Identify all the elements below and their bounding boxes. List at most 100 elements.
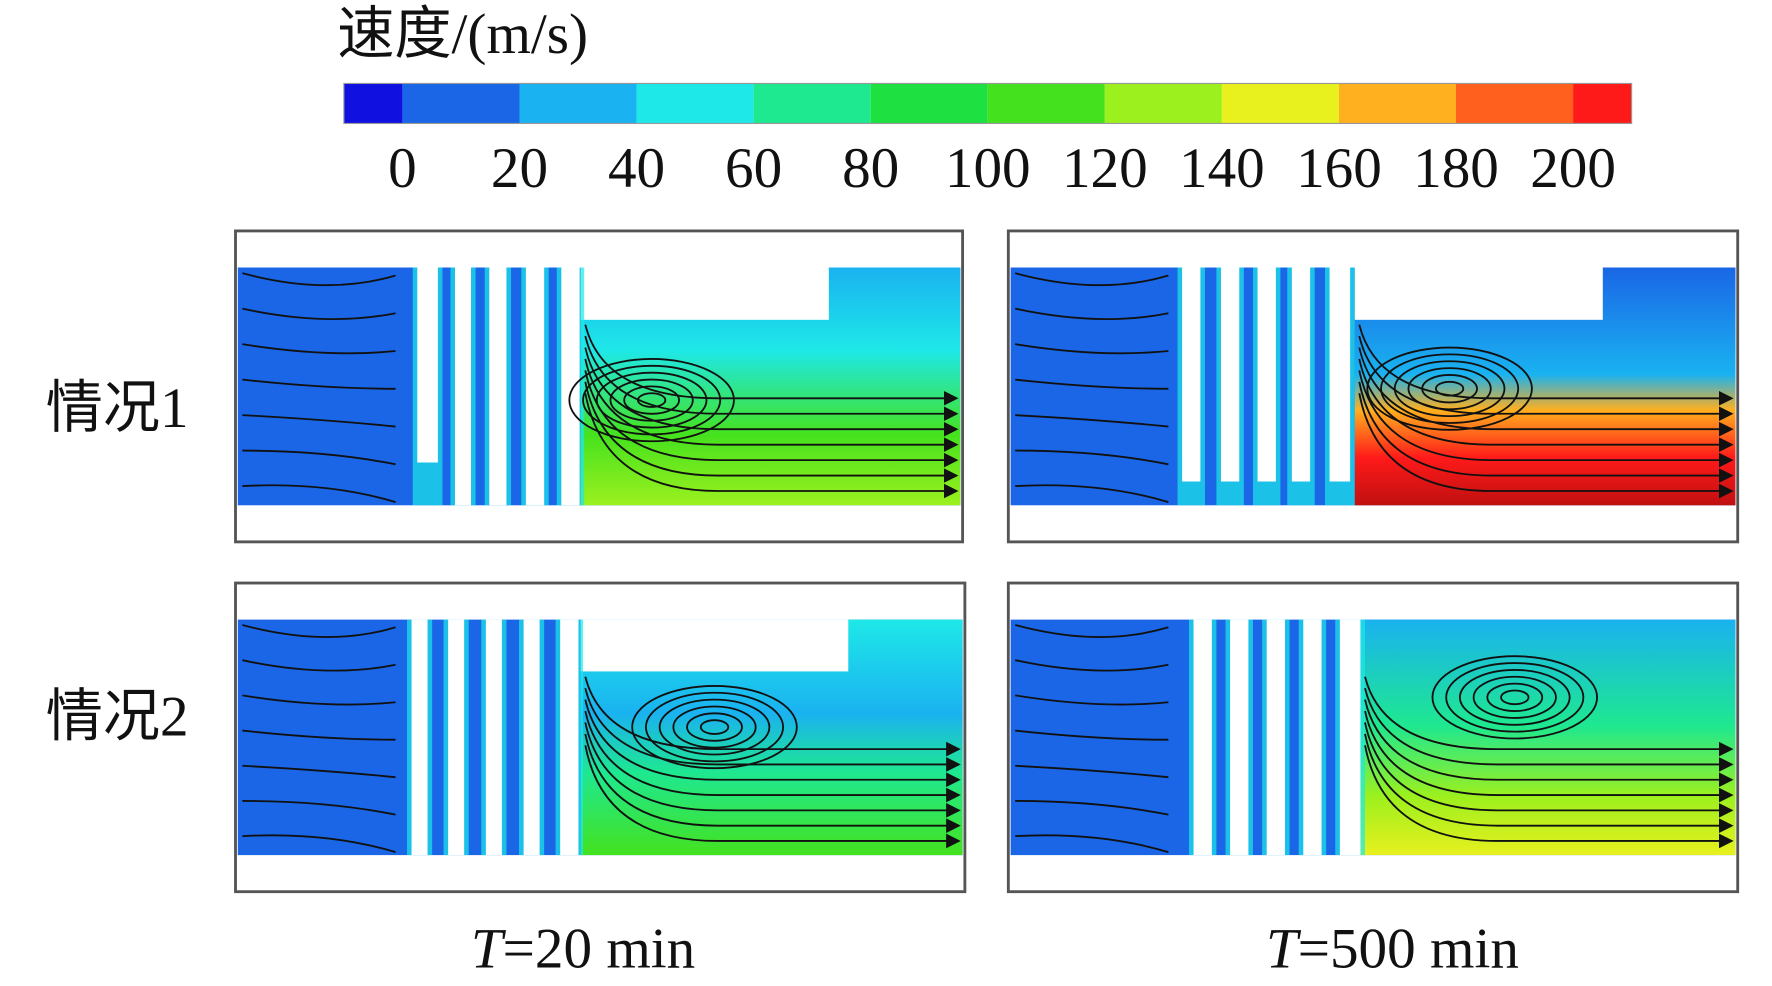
colorbar-tick-label: 160 [1296,137,1382,200]
streamline [242,800,396,816]
contour-panels [234,229,1740,894]
streamline [1358,381,1734,483]
colorbar-tick-label: 200 [1530,137,1616,200]
colorbar-segment [753,83,871,124]
colorbar: 0 20 40 60 80 100 120 140 160 180 200 [343,82,1633,200]
baffle [411,619,428,856]
streamline [242,307,396,320]
colorbar-tick-label: 20 [491,137,548,200]
streamline [1015,449,1169,466]
streamline [242,729,396,741]
baffle [1230,619,1249,856]
streamline [242,449,396,466]
vortex-line [645,691,785,763]
baffle [1220,267,1240,482]
streamline [1364,676,1734,757]
streamline [242,484,396,503]
baffle [1257,267,1276,482]
vortex-line [1472,675,1557,719]
symbol: T [1266,918,1302,981]
vortex-line [568,358,735,443]
streamline [242,272,396,287]
vortex-line [637,392,667,408]
baffle [1193,619,1212,856]
streamline [1364,722,1734,818]
streamline [584,733,961,833]
baffle [489,267,507,506]
streamline [584,347,959,437]
vortex-line [631,684,798,770]
vortex-line [1500,689,1530,706]
vortex-line [595,371,708,429]
baffle [1182,267,1201,482]
baffle [1329,267,1351,482]
colorbar-tick-label: 180 [1413,137,1499,200]
streamline [1015,764,1169,779]
streamline [1015,834,1169,854]
colorbar-segment [870,83,988,124]
baffle [485,619,502,856]
streamline [1015,343,1169,355]
vortex-line [1380,353,1520,424]
streamline [1358,347,1734,437]
streamline [1014,307,1169,320]
colorbar-segment [1104,83,1222,124]
colorbar-segment [1456,83,1574,124]
streamline [584,687,961,772]
streamline [1014,624,1169,638]
streamline [1015,484,1169,503]
streamline [242,624,396,638]
baffle [1266,619,1285,856]
streamline [1358,335,1734,422]
streamline [242,694,396,706]
vortex-line [1366,346,1533,431]
vortex-line [1486,682,1544,712]
streamline [1015,414,1169,428]
streamline [1364,733,1734,833]
contour-panel [234,229,965,544]
streamline [584,710,961,803]
vortex-line [582,364,722,436]
streamline [584,381,959,483]
colorbar-tick-label: 140 [1179,137,1265,200]
colorbar-tick-label: 40 [608,137,665,200]
streamline [242,378,396,390]
colorbar-tick-label: 100 [945,137,1031,200]
streamline [1358,370,1734,468]
vortex-line [699,719,730,735]
streamline [1015,378,1169,390]
baffle [417,267,438,463]
streamline [584,335,959,422]
vortex-line [1431,655,1599,740]
vortex-line [1407,367,1492,411]
streamline [1015,694,1169,706]
colorbar-title: 速度/(m/s) [337,3,588,66]
streamline [584,722,961,818]
symbol: T [471,918,507,981]
baffle [1339,619,1361,856]
streamline [1364,687,1734,772]
streamline [242,764,396,779]
baffle [525,267,545,506]
baffle [561,267,580,506]
vortex-line [623,385,680,415]
baffle [1291,267,1311,482]
row-label: 情况1 [46,377,189,440]
colorbar-segment [402,83,520,124]
vortex-line [1458,668,1571,726]
vortex-line [609,378,694,422]
colorbar-segment [1573,83,1632,124]
flow-zone [1360,619,1736,856]
vortex-line [1434,380,1465,397]
streamline [1358,324,1734,406]
contour-panel [234,581,967,894]
streamline [1364,745,1734,849]
streamline [1364,710,1734,803]
colorbar-tick-label: 0 [388,137,417,200]
streamline [1015,800,1169,816]
colorbar-tick-label: 60 [725,137,782,200]
colorbar-segment [343,83,403,124]
streamline [1014,659,1169,672]
streamline [242,659,396,672]
